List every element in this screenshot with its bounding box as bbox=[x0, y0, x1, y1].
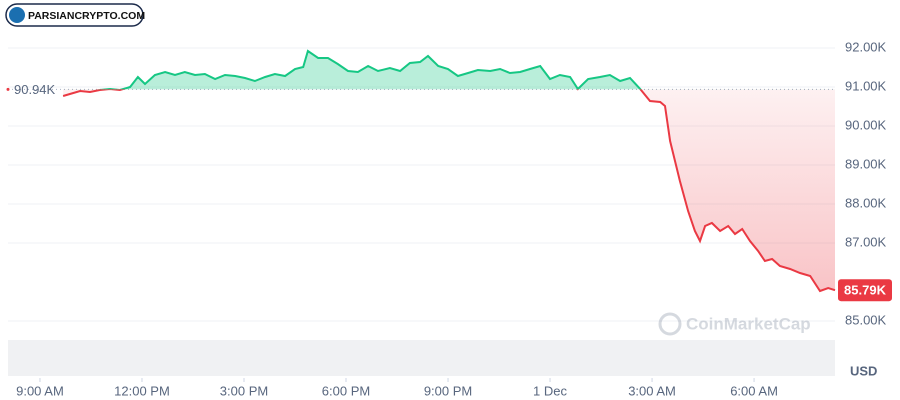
current-price-label: 85.79K bbox=[844, 283, 887, 298]
x-tick-label: 12:00 PM bbox=[114, 383, 170, 398]
y-tick-label: 92.00K bbox=[845, 39, 887, 54]
x-tick-label: 1 Dec bbox=[533, 383, 567, 398]
x-tick-label: 3:00 AM bbox=[628, 383, 676, 398]
x-tick-label: 9:00 AM bbox=[16, 383, 64, 398]
area-up bbox=[106, 51, 641, 90]
y-tick-label: 91.00K bbox=[845, 78, 887, 93]
x-tick-label: 9:00 PM bbox=[424, 383, 472, 398]
y-tick-label: 88.00K bbox=[845, 195, 887, 210]
x-tick-label: 6:00 AM bbox=[730, 383, 778, 398]
volume-band bbox=[8, 340, 835, 376]
y-tick-label: 87.00K bbox=[845, 234, 887, 249]
area-down bbox=[63, 89, 835, 291]
currency-label: USD bbox=[850, 363, 877, 378]
x-tick-label: 3:00 PM bbox=[220, 383, 268, 398]
y-tick-label: 89.00K bbox=[845, 156, 887, 171]
baseline-dot bbox=[6, 87, 10, 91]
brand-text: PARSIANCRYPTO.COM bbox=[28, 10, 145, 22]
watermark-text: CoinMarketCap bbox=[686, 314, 811, 333]
current-price-box bbox=[838, 279, 892, 302]
price-line-down bbox=[62, 89, 836, 293]
grid bbox=[8, 47, 835, 322]
watermark: CoinMarketCap bbox=[658, 312, 811, 336]
price-line-up bbox=[98, 49, 642, 90]
y-tick-label: 90.00K bbox=[845, 117, 887, 132]
y-tick-label: 85.00K bbox=[845, 312, 887, 327]
brand-logo: PARSIANCRYPTO.COM bbox=[5, 3, 145, 27]
x-tick-label: 6:00 PM bbox=[322, 383, 370, 398]
baseline-label: 90.94K bbox=[14, 82, 56, 97]
plot bbox=[8, 49, 836, 293]
